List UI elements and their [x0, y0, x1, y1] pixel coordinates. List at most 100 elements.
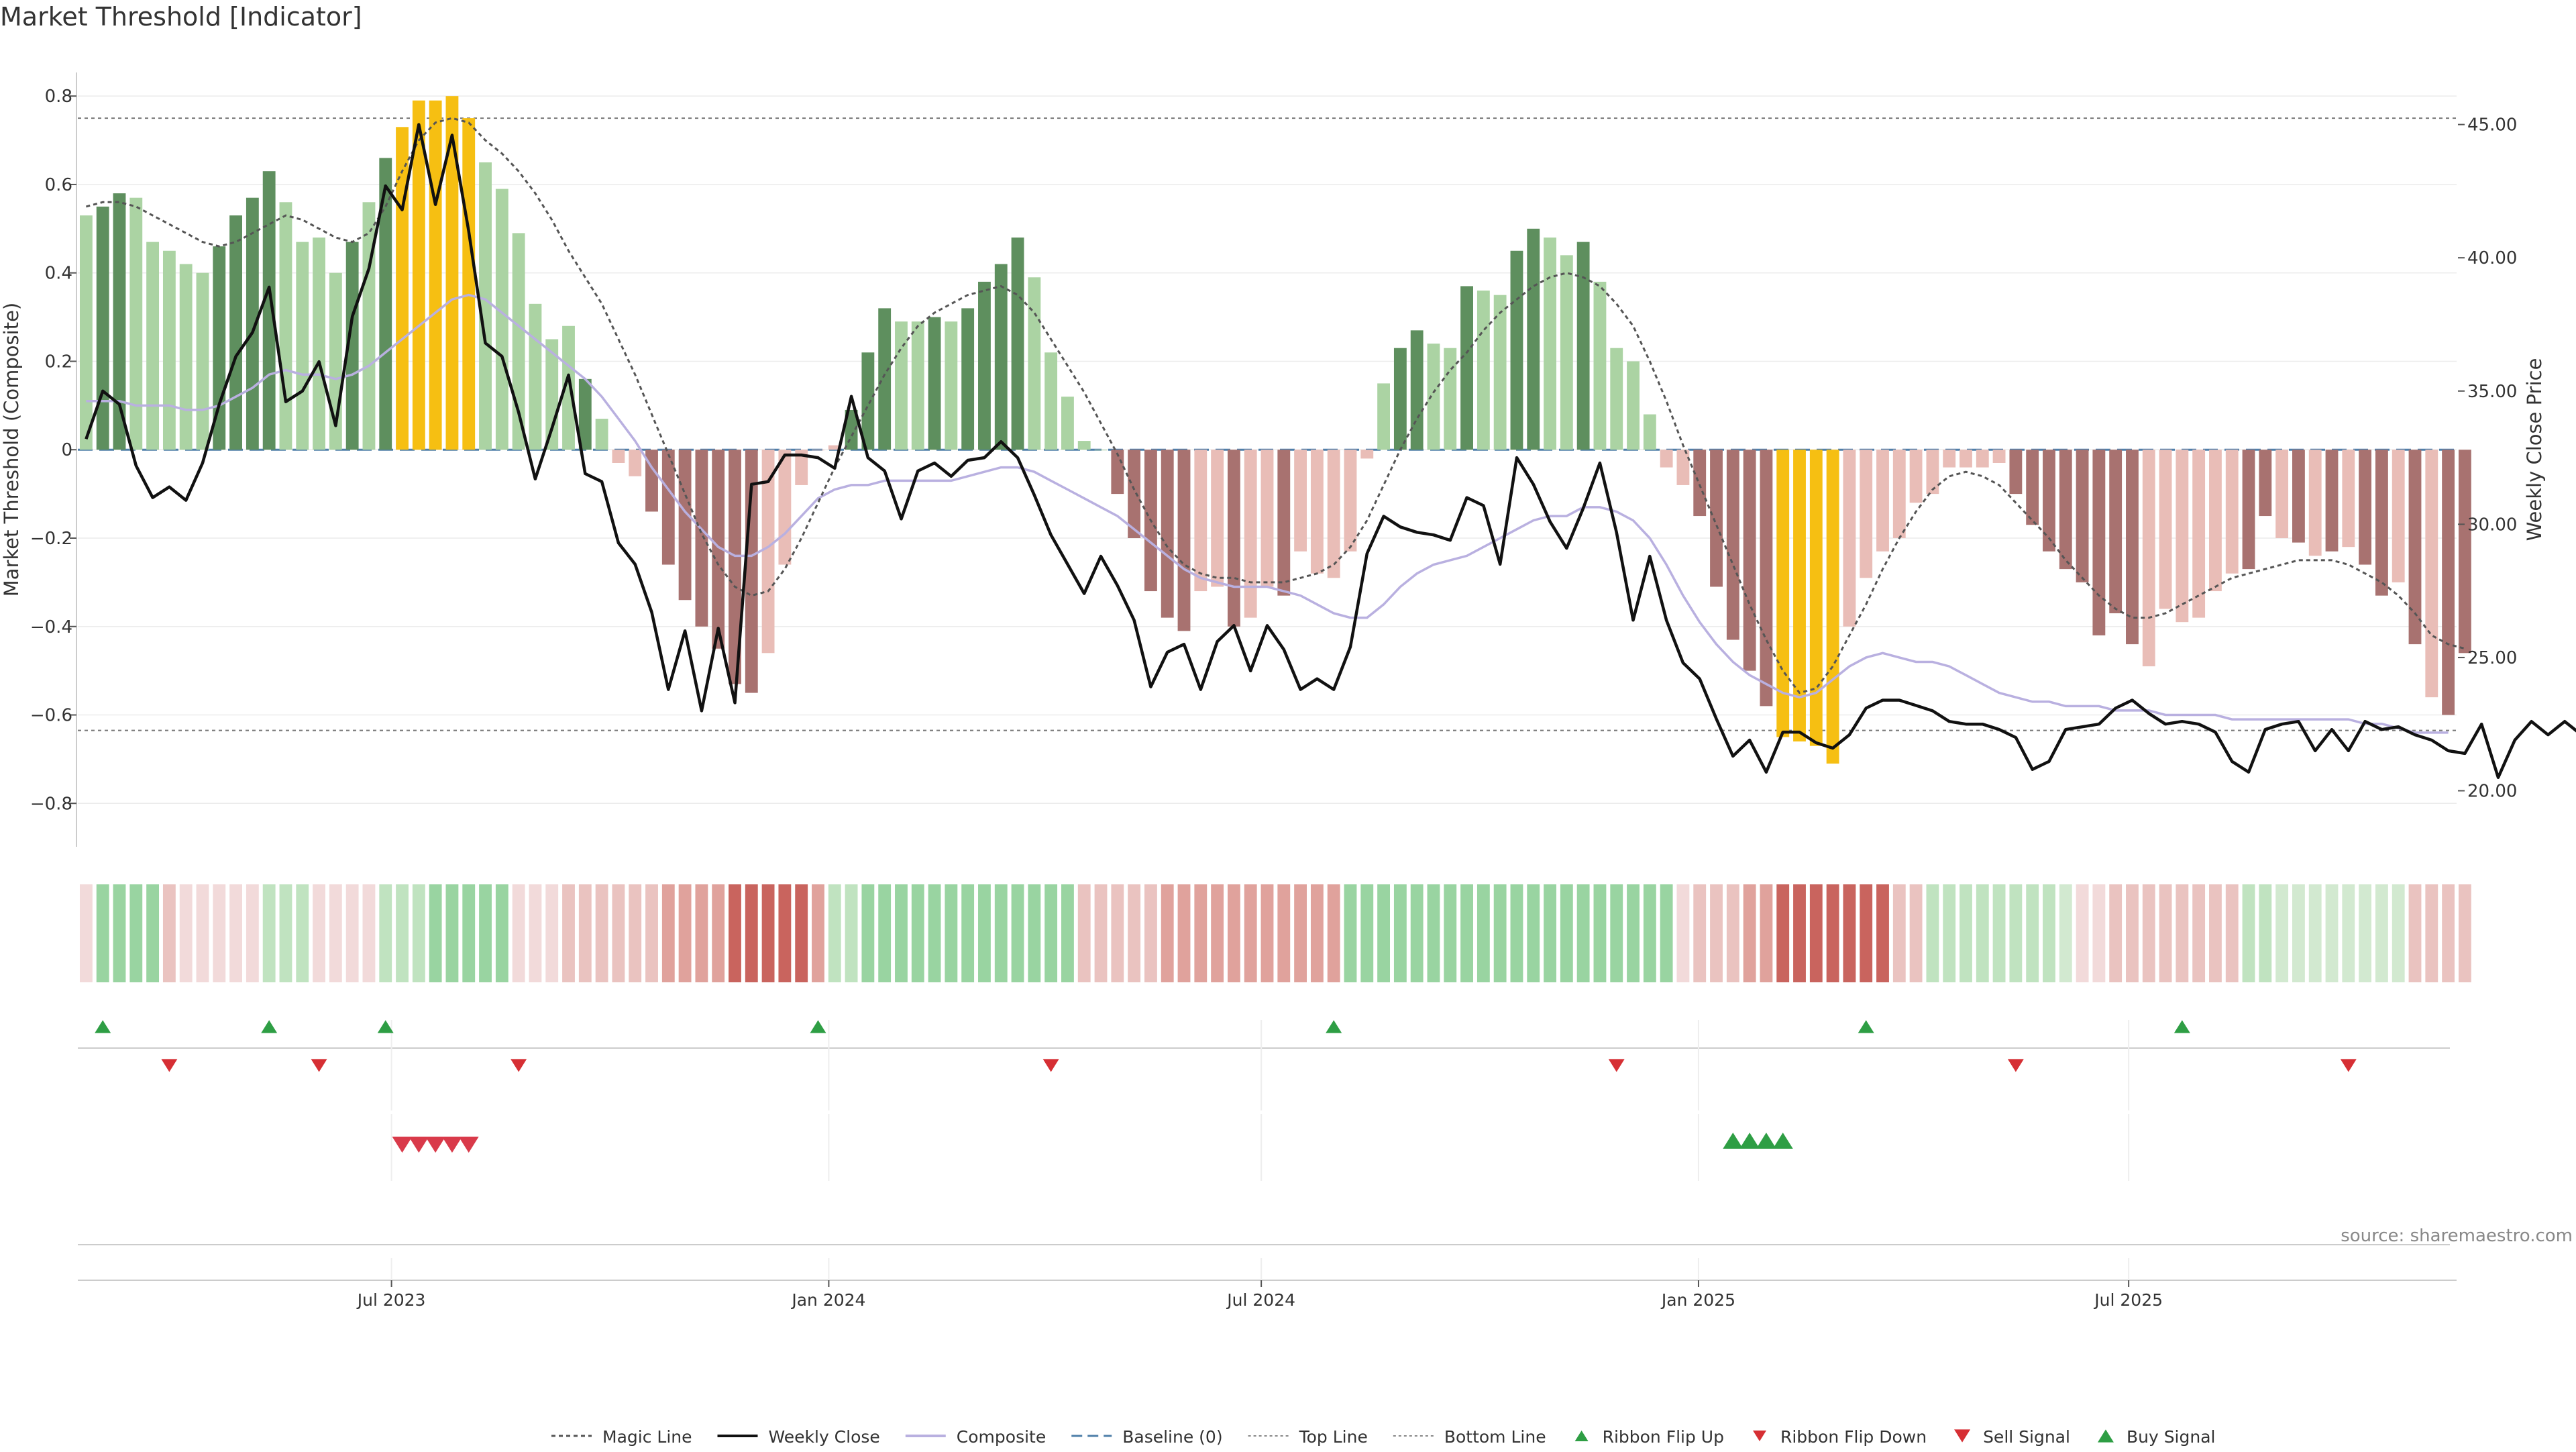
composite-bar [2359, 450, 2372, 565]
ribbon-cell [1344, 884, 1357, 982]
composite-bar [795, 450, 808, 485]
ribbon-cell [1377, 884, 1391, 982]
ribbon-cell [1144, 884, 1157, 982]
ribbon-cell [1892, 884, 1906, 982]
ribbon-flip-down-marker [311, 1059, 327, 1072]
ribbon-cell [928, 884, 941, 982]
ribbon-cell [1177, 884, 1191, 982]
legend-swatch-marker [1954, 1429, 1971, 1443]
composite-bar [445, 96, 459, 450]
ribbon-cell [1194, 884, 1208, 982]
composite-bar [1044, 352, 1058, 450]
y-tick-label: 0 [61, 440, 72, 460]
ribbon-cell [1926, 884, 1939, 982]
composite-bar [845, 409, 858, 450]
composite-bar [2425, 450, 2438, 698]
ribbon-cell [1676, 884, 1690, 982]
ribbon-cell [96, 884, 109, 982]
ribbon-cell [529, 884, 542, 982]
ribbon-cell [2142, 884, 2155, 982]
legend-label: Bottom Line [1444, 1427, 1546, 1447]
ribbon-cell [2176, 884, 2189, 982]
ribbon-cell [1726, 884, 1739, 982]
composite-bar [994, 264, 1008, 450]
composite-bar [778, 450, 792, 565]
composite-bar [2442, 450, 2455, 715]
composite-bar [529, 303, 542, 450]
composite-bar [2275, 450, 2289, 538]
composite-bar [645, 450, 658, 512]
y-tick-label: −0.4 [30, 617, 72, 637]
ribbon-cell [2242, 884, 2255, 982]
y-tick-label: 0.8 [45, 87, 72, 107]
composite-bar [2076, 450, 2089, 582]
ribbon-cell [313, 884, 325, 982]
ribbon-cell [1843, 884, 1856, 982]
composite-bar [2109, 450, 2123, 613]
x-tick-label: Jul 2023 [356, 1290, 426, 1310]
ribbon-flip-panel [78, 1020, 2450, 1110]
ribbon-flip-down-marker [511, 1059, 527, 1072]
composite-bar [296, 242, 309, 450]
ribbon-cell [578, 884, 592, 982]
composite-bar [429, 100, 442, 450]
y-tick-label: 0.2 [45, 352, 72, 372]
ribbon-flip-down-marker [1042, 1059, 1059, 1072]
composite-bar [1227, 450, 1240, 627]
ribbon-cell [2425, 884, 2438, 982]
composite-bar [961, 308, 975, 450]
y-axis-right-label: Weekly Close Price [2523, 358, 2546, 541]
composite-bar [196, 272, 209, 450]
legend-label: Top Line [1299, 1427, 1368, 1447]
ribbon-cell [345, 884, 359, 982]
ribbon-cell [2342, 884, 2355, 982]
composite-bar [129, 197, 143, 450]
composite-bar [1277, 450, 1291, 596]
ribbon-flip-down-marker [161, 1059, 178, 1072]
ribbon-cell [2076, 884, 2089, 982]
composite-bar [1460, 286, 1473, 450]
ribbon-cell [978, 884, 991, 982]
ribbon-cell [1410, 884, 1424, 982]
source-note: source: sharemaestro.com [2341, 1226, 2573, 1246]
ribbon-cell [1560, 884, 1573, 982]
ribbon-cell [2325, 884, 2339, 982]
ribbon-cell [812, 884, 824, 982]
signal-panel [78, 1114, 2450, 1245]
ribbon-cell [828, 884, 841, 982]
ribbon-cell [562, 884, 575, 982]
composite-bar [1760, 450, 1773, 707]
composite-bar [2043, 450, 2055, 552]
ribbon-flip-up-marker [261, 1020, 278, 1033]
composite-bar [2292, 450, 2305, 543]
ribbon-cell [1710, 884, 1723, 982]
ribbon-cell [994, 884, 1008, 982]
legend-label: Sell Signal [1983, 1427, 2070, 1447]
composite-bar [629, 450, 642, 476]
ribbon-cell [1111, 884, 1124, 982]
composite-bar [279, 202, 292, 450]
composite-bar [2308, 450, 2322, 556]
legend: Magic Line Weekly Close Composite Baseline … [551, 1427, 2216, 1447]
ribbon-cell [1610, 884, 1623, 982]
ribbon-cell [1094, 884, 1108, 982]
ribbon-cell [2059, 884, 2072, 982]
ribbon-cell [1960, 884, 1972, 982]
composite-bar [1011, 238, 1024, 450]
ribbon-cell [1294, 884, 1307, 982]
y-axis-left-label: Market Threshold (Composite) [0, 303, 23, 597]
composite-bar [1377, 383, 1391, 450]
y2-tick-label: 20.00 [2467, 782, 2517, 802]
composite-bar [911, 321, 924, 450]
ribbon-cell [429, 884, 442, 982]
ribbon-cell [629, 884, 642, 982]
ribbon-cell [1128, 884, 1141, 982]
composite-bar [113, 193, 126, 450]
composite-bar [1576, 242, 1590, 450]
composite-bar [1909, 450, 1923, 503]
composite-bar [2242, 450, 2255, 570]
composite-bar [945, 321, 958, 450]
composite-bar [2159, 450, 2172, 609]
